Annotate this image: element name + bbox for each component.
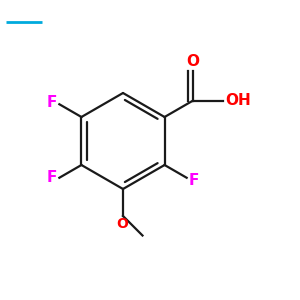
Text: OH: OH xyxy=(226,93,251,108)
Text: F: F xyxy=(46,170,57,185)
Text: F: F xyxy=(46,95,57,110)
Text: F: F xyxy=(188,173,199,188)
Text: O: O xyxy=(116,218,128,232)
Text: O: O xyxy=(187,54,200,69)
